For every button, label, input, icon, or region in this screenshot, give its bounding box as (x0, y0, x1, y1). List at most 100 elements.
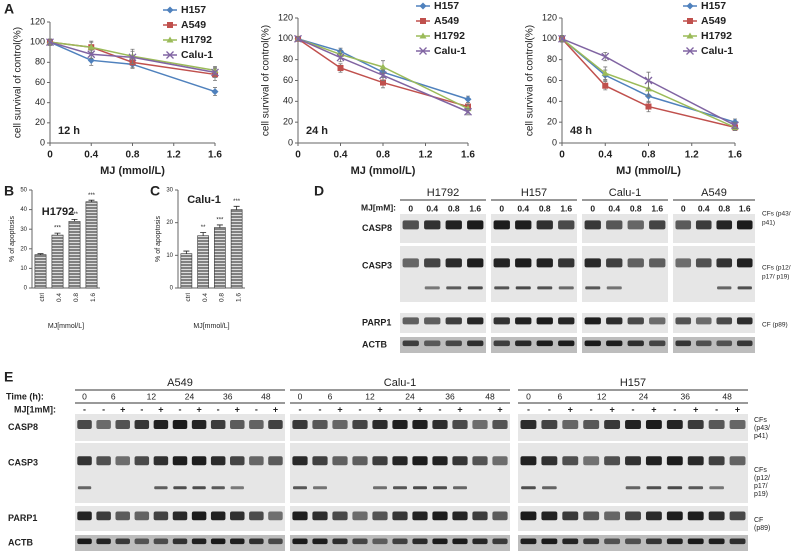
chart-title: Calu-1 (187, 194, 221, 206)
blot-band (520, 538, 537, 545)
x-axis-label: MJ (mmol/L) (100, 165, 165, 177)
blot-band (292, 456, 308, 466)
treatment-value: - (590, 404, 593, 414)
series-line (297, 38, 469, 100)
bar (85, 201, 98, 289)
treatment-value: - (673, 404, 676, 414)
x-tick-label: 1.6 (208, 150, 222, 161)
blot-band (493, 220, 510, 230)
y-tick-label: 40 (283, 96, 293, 106)
blot-band (191, 538, 207, 545)
time-value: 24 (405, 391, 415, 401)
blot-band (412, 456, 428, 466)
blot-band (584, 317, 601, 325)
dose-value: 1.6 (739, 203, 751, 213)
blot-band (515, 258, 532, 268)
row-label: PARP1 (8, 513, 37, 523)
blot-band (666, 511, 683, 521)
blot-band (695, 258, 712, 268)
blot-band (716, 220, 733, 230)
y-tick-label: 20 (35, 117, 45, 127)
blot-band (625, 538, 641, 545)
blot-band (709, 486, 724, 490)
legend-label: A549 (434, 15, 459, 27)
marker (211, 68, 219, 77)
cleavage-label: (p43/ (754, 425, 770, 432)
treatment-value: - (439, 404, 442, 414)
blot-band (230, 456, 245, 466)
blot-band (541, 456, 558, 466)
time-value: 48 (485, 391, 495, 401)
blot-band (412, 511, 428, 521)
time-value: 0 (526, 391, 531, 401)
error-bar (37, 253, 44, 255)
x-tick-label: 0.8 (642, 150, 656, 161)
treatment-value: - (399, 404, 402, 414)
blot-band (515, 220, 532, 230)
blot-band (558, 220, 575, 230)
blot-band (424, 220, 441, 230)
blot-band (729, 456, 746, 466)
annotation: 48 h (570, 125, 592, 137)
cleavage-label: CFs (p12/ (762, 265, 791, 272)
blot-band (716, 340, 733, 347)
blot-band (562, 456, 579, 466)
blot-band (736, 317, 753, 325)
blot-band (645, 511, 662, 521)
blot-band (558, 258, 575, 268)
blot-band (492, 538, 508, 545)
cell-line-label: A549 (167, 377, 193, 389)
marker (167, 22, 173, 28)
blot-band (402, 258, 419, 268)
blot-band (542, 486, 557, 490)
cell-line-label: A549 (701, 187, 727, 199)
cleavage-label: CF (754, 517, 763, 524)
blot-background (582, 313, 668, 333)
row-label: ACTB (362, 339, 387, 349)
blot-band (352, 419, 368, 429)
blot-band (493, 340, 510, 347)
treatment-value: + (377, 404, 382, 414)
legend-label: Calu-1 (701, 45, 733, 57)
cleavage-label: CF (p89) (762, 322, 788, 329)
panel-label: A (4, 1, 14, 17)
blot-band (737, 286, 752, 290)
blot-band (192, 486, 206, 490)
cleavage-label: p41) (762, 220, 775, 227)
blot-band (412, 538, 428, 545)
series-line (297, 38, 469, 113)
blot-band (413, 486, 427, 490)
bar (180, 253, 193, 289)
x-tick-label: 1.6 (728, 150, 742, 161)
time-value: 36 (445, 391, 455, 401)
blot-band (716, 317, 733, 325)
blot-band (675, 220, 692, 230)
y-tick-label: 20 (283, 117, 293, 127)
time-value: 12 (597, 391, 607, 401)
blot-background (491, 313, 577, 333)
x-tick-label: 0.8 (126, 150, 140, 161)
y-tick-label: 60 (283, 75, 293, 85)
blot-band (584, 258, 601, 268)
panel-label: E (4, 369, 13, 385)
blot-band (191, 511, 207, 521)
treatment-value: + (120, 404, 125, 414)
cell-line-label: Calu-1 (609, 187, 641, 199)
blot-background (491, 246, 577, 302)
treatment-value: + (235, 404, 240, 414)
blot-band (332, 511, 348, 521)
y-axis-label: cell survival of control(%) (13, 27, 24, 138)
series-line (49, 41, 216, 93)
blot-band (312, 456, 328, 466)
blot-band (604, 419, 621, 429)
legend-label: H157 (434, 0, 459, 12)
time-value: 6 (111, 391, 116, 401)
marker (644, 76, 653, 85)
blot-background (673, 313, 755, 333)
blot-band (424, 286, 440, 290)
dose-value: 0.4 (426, 203, 438, 213)
blot-band (96, 456, 111, 466)
row-label: CASP8 (8, 422, 38, 432)
blot-band (249, 538, 264, 545)
marker (558, 34, 566, 43)
